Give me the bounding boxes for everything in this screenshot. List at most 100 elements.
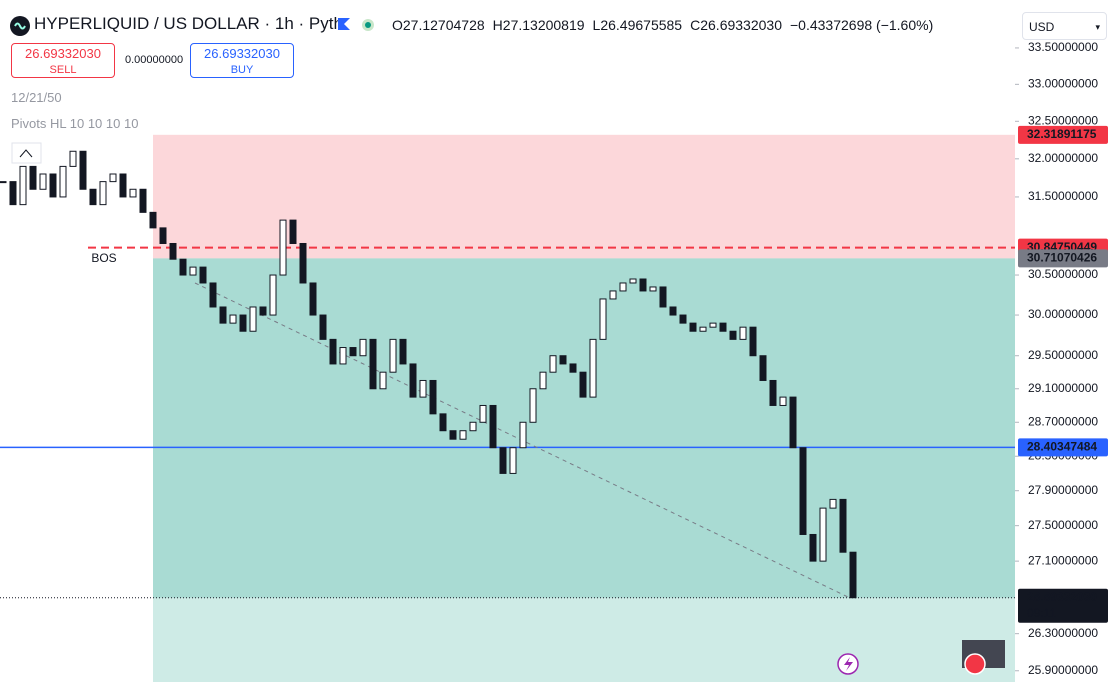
y-tick-label: 27.50000000: [1028, 518, 1098, 532]
candle: [519, 421, 527, 449]
candle: [9, 181, 17, 206]
lightning-glyph: [844, 657, 853, 671]
collapse-button[interactable]: [11, 142, 42, 164]
candle: [19, 165, 27, 206]
candle: [249, 306, 257, 332]
candle: [609, 290, 617, 300]
candle: [499, 447, 507, 474]
candle: [359, 338, 367, 357]
target-zone-rest: [153, 597, 1015, 682]
candle: [59, 165, 67, 198]
price-label: 30.71070426: [1027, 251, 1097, 265]
y-tick-label: 25.90000000: [1028, 663, 1098, 677]
candle: [279, 219, 287, 276]
candle: [159, 227, 167, 244]
candle: [679, 314, 687, 324]
candle: [689, 322, 697, 332]
price-label: 26.69332030: [1027, 590, 1097, 604]
event-icon[interactable]: [964, 653, 986, 675]
candle: [49, 173, 57, 198]
currency-select[interactable]: USD ▾: [1022, 12, 1107, 40]
candle: [129, 188, 137, 198]
candle: [769, 379, 777, 406]
candle: [469, 421, 477, 432]
price-label: 32.31891175: [1027, 127, 1097, 141]
candle: [309, 282, 317, 316]
candle: [559, 355, 567, 365]
candle: [109, 173, 117, 183]
price-label-bg: [1018, 125, 1108, 144]
candle: [699, 326, 707, 332]
candle: [69, 150, 77, 167]
collapse-arrow: [19, 149, 33, 158]
candle: [339, 347, 347, 365]
candle: [189, 266, 197, 276]
candle: [659, 286, 667, 308]
candle: [749, 326, 757, 357]
candle: [429, 379, 437, 415]
candle: [779, 396, 787, 406]
candle: [239, 314, 247, 332]
candle: [349, 347, 357, 357]
candle: [139, 188, 147, 213]
candle: [829, 498, 837, 509]
candle: [799, 447, 807, 535]
y-tick-label: 31.50000000: [1028, 189, 1098, 203]
candle: [219, 306, 227, 324]
price-label-bg: [1018, 249, 1108, 268]
candle: [299, 242, 307, 284]
candle: [459, 430, 467, 440]
candle: [229, 314, 237, 324]
candle: [289, 219, 297, 244]
candle: [649, 286, 657, 292]
candle: [389, 338, 397, 373]
y-tick-label: 26.30000000: [1028, 626, 1098, 640]
countdown: 09:11: [1027, 606, 1056, 620]
candle: [29, 165, 37, 190]
y-tick-label: 32.50000000: [1028, 113, 1098, 127]
candle: [509, 447, 517, 474]
candle: [379, 371, 387, 390]
candle: [569, 363, 577, 373]
candle: [99, 181, 107, 206]
candle: [619, 282, 627, 292]
candle: [849, 551, 857, 599]
y-tick-label: 33.00000000: [1028, 77, 1098, 91]
candle: [439, 413, 447, 432]
candle: [539, 371, 547, 390]
candle: [409, 363, 417, 398]
candle: [329, 338, 337, 365]
candle: [179, 258, 187, 276]
y-tick-label: 28.70000000: [1028, 414, 1098, 428]
candle: [739, 326, 747, 340]
candle: [629, 278, 637, 284]
y-tick-label: 30.00000000: [1028, 307, 1098, 321]
candle: [149, 211, 157, 229]
candle: [259, 306, 267, 316]
candle: [209, 282, 217, 308]
candle: [89, 188, 97, 206]
currency: USD: [1029, 20, 1055, 34]
candle: [669, 306, 677, 316]
candle: [819, 507, 827, 562]
price-label-bg: [1018, 438, 1108, 457]
y-tick-label: 32.00000000: [1028, 151, 1098, 165]
candle: [529, 388, 537, 423]
candle: [399, 338, 407, 365]
y-tick-label: 29.10000000: [1028, 381, 1098, 395]
candle: [79, 150, 87, 190]
y-tick-label: 30.50000000: [1028, 267, 1098, 281]
candle: [319, 314, 327, 340]
candle: [479, 404, 487, 423]
candle: [729, 330, 737, 340]
price-axis: [1015, 0, 1114, 682]
candle: [0, 181, 7, 184]
price-label-bg: [1018, 588, 1108, 623]
y-tick-label: 29.50000000: [1028, 348, 1098, 362]
candle: [759, 355, 767, 381]
price-label: 28.40347484: [1027, 440, 1097, 454]
y-tick-label: 27.10000000: [1028, 553, 1098, 567]
candle: [489, 404, 497, 449]
